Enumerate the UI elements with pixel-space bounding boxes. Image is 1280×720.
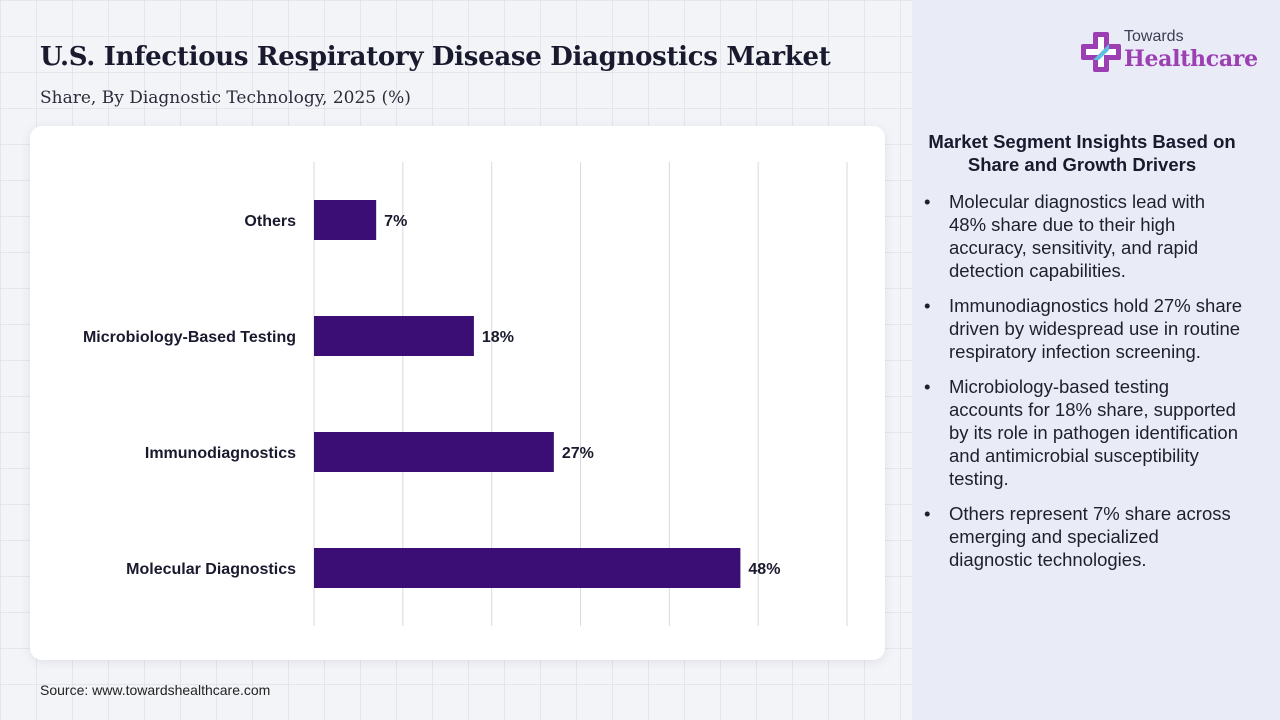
brand-name-top: Towards	[1124, 28, 1184, 45]
bar	[314, 200, 377, 240]
category-label: Others	[244, 213, 296, 230]
insight-item: • Molecular diagnostics lead with 48% sha…	[922, 190, 1247, 282]
insight-item: • Microbiology-based testing accounts for…	[922, 375, 1247, 490]
insights-list: • Molecular diagnostics lead with 48% sha…	[922, 190, 1247, 583]
category-label: Immunodiagnostics	[145, 445, 296, 462]
insight-text: Molecular diagnostics lead with 48% shar…	[949, 191, 1206, 281]
bullet-icon: •	[924, 295, 931, 316]
page-subtitle: Share, By Diagnostic Technology, 2025 (%…	[40, 88, 411, 108]
bar	[314, 548, 741, 588]
insight-item: • Others represent 7% share across emergi…	[922, 502, 1247, 571]
value-label: 7%	[384, 213, 407, 230]
value-label: 48%	[748, 561, 780, 578]
insights-title: Market Segment Insights Based on Share a…	[928, 131, 1236, 175]
bar-chart: Others 7% Microbiology-Based Testing 18% Imm…	[83, 162, 848, 626]
bullet-icon: •	[924, 191, 931, 212]
insights-panel-background	[912, 0, 1280, 720]
source-note: Source: www.towardshealthcare.com	[40, 682, 271, 698]
brand-logo: Towards Healthcare	[1080, 28, 1258, 78]
category-label: Molecular Diagnostics	[126, 561, 296, 578]
medical-cross-icon	[1081, 32, 1121, 72]
insight-text: Immunodiagnostics hold 27% share driven …	[949, 295, 1243, 362]
category-label: Microbiology-Based Testing	[83, 329, 296, 346]
chart-card: Others 7% Microbiology-Based Testing 18% Imm…	[30, 126, 885, 660]
page-title: U.S. Infectious Respiratory Disease Diag…	[40, 42, 831, 72]
chart-labels: Others 7% Microbiology-Based Testing 18% Imm…	[83, 213, 780, 578]
value-label: 18%	[482, 329, 514, 346]
brand-name-main: Healthcare	[1124, 46, 1258, 72]
insight-item: • Immunodiagnostics hold 27% share driven…	[922, 294, 1247, 363]
bullet-icon: •	[924, 376, 931, 397]
chart-bars	[314, 200, 741, 588]
insight-text: Others represent 7% share across emergin…	[949, 503, 1231, 570]
insight-text: Microbiology-based testing accounts for …	[949, 376, 1238, 489]
bar	[314, 316, 474, 356]
bullet-icon: •	[924, 503, 931, 524]
value-label: 27%	[562, 445, 594, 462]
bar	[314, 432, 554, 472]
